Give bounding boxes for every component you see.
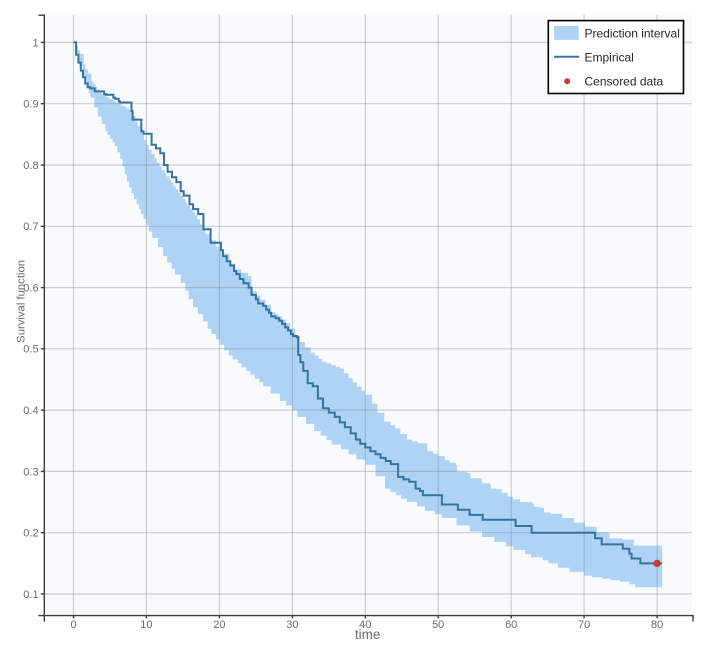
svg-text:0.5: 0.5	[23, 344, 38, 356]
svg-text:50: 50	[432, 619, 444, 631]
svg-text:70: 70	[578, 619, 590, 631]
svg-text:Survival function: Survival function	[16, 260, 28, 343]
svg-text:0.8: 0.8	[23, 160, 38, 172]
svg-text:1: 1	[32, 37, 38, 49]
svg-text:20: 20	[213, 619, 225, 631]
svg-text:10: 10	[140, 619, 152, 631]
svg-text:Prediction interval: Prediction interval	[585, 26, 680, 40]
svg-text:Censored data: Censored data	[585, 75, 664, 89]
svg-text:30: 30	[286, 619, 298, 631]
svg-text:0: 0	[70, 619, 76, 631]
svg-text:40: 40	[359, 619, 371, 631]
svg-text:0.1: 0.1	[23, 589, 38, 601]
svg-text:0.7: 0.7	[23, 221, 38, 233]
svg-text:0.3: 0.3	[23, 466, 38, 478]
svg-text:80: 80	[651, 619, 663, 631]
svg-text:Empirical: Empirical	[585, 50, 634, 64]
svg-text:0.4: 0.4	[23, 405, 38, 417]
svg-text:0.2: 0.2	[23, 528, 38, 540]
svg-text:0.6: 0.6	[23, 283, 38, 295]
svg-text:time: time	[355, 627, 381, 642]
svg-text:0.9: 0.9	[23, 99, 38, 111]
svg-text:60: 60	[505, 619, 517, 631]
